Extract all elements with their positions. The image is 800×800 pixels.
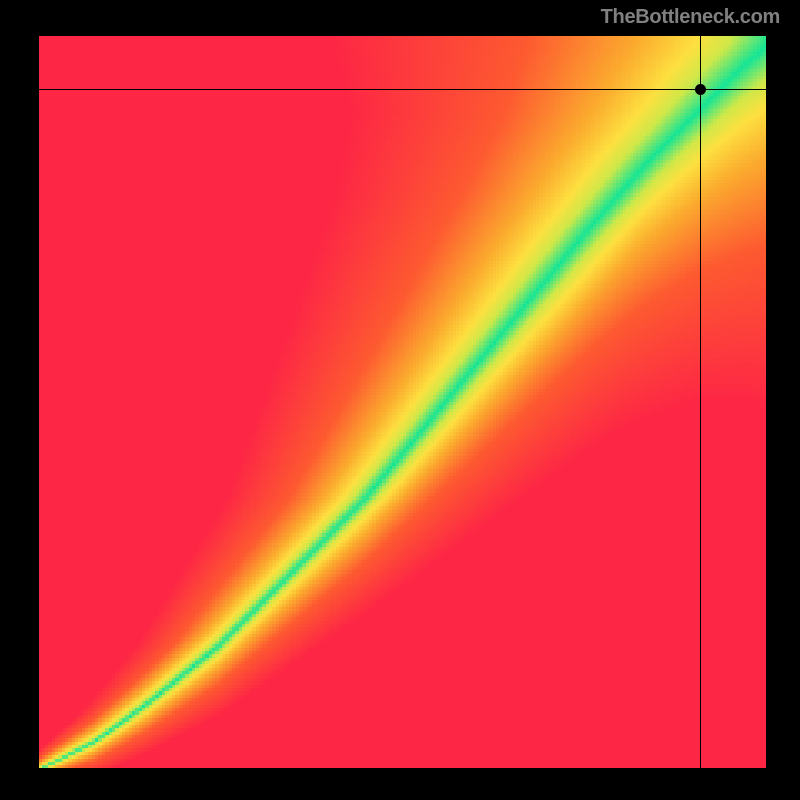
watermark-text: TheBottleneck.com [601,6,780,29]
chart-container: TheBottleneck.com [0,0,800,800]
plot-border [35,32,770,772]
crosshair-vertical [700,32,701,772]
crosshair-horizontal [35,89,770,90]
crosshair-marker [695,84,706,95]
